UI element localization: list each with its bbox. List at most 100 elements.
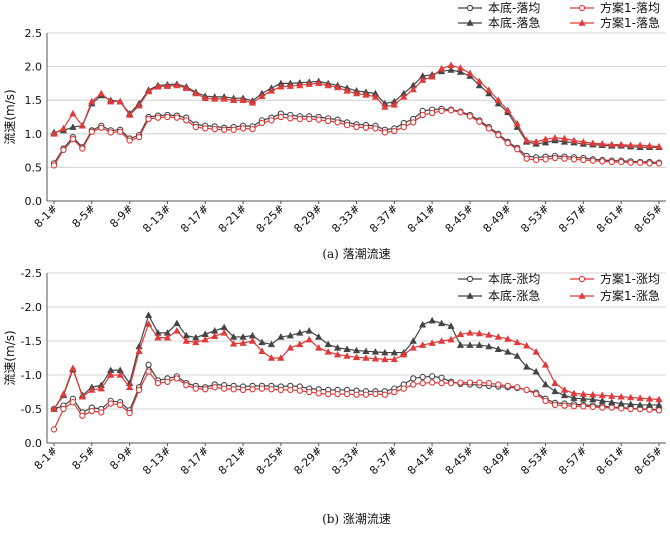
- data-point: [381, 391, 389, 398]
- data-point: [192, 338, 200, 346]
- data-point: [324, 348, 332, 355]
- data-point: [296, 81, 304, 89]
- data-point: [655, 395, 663, 403]
- data-point: [457, 109, 464, 116]
- data-point: [598, 140, 606, 147]
- x-tick-label: 8-61#: [594, 444, 627, 477]
- data-point: [154, 380, 162, 387]
- data-point: [645, 401, 654, 408]
- data-point: [192, 89, 200, 97]
- legend-marker: [466, 275, 474, 283]
- data-point: [306, 388, 313, 396]
- x-tick-label: 8-53#: [518, 444, 551, 477]
- data-point: [315, 344, 323, 351]
- data-point: [618, 405, 625, 412]
- data-point: [117, 128, 124, 135]
- data-point: [457, 379, 464, 386]
- data-point: [456, 341, 465, 348]
- legend-item: 方案1-落均: [570, 0, 660, 15]
- data-point: [551, 379, 559, 386]
- data-point: [532, 156, 540, 164]
- data-point: [475, 81, 484, 89]
- data-point: [532, 367, 540, 375]
- legend-marker: [578, 4, 586, 12]
- legend-marker: [578, 275, 586, 283]
- data-point: [494, 345, 502, 352]
- x-tick-label: 8-49#: [481, 444, 514, 477]
- data-point: [362, 91, 370, 98]
- data-point: [362, 391, 370, 398]
- data-point: [541, 361, 550, 368]
- data-point: [580, 156, 587, 164]
- data-point: [466, 341, 474, 348]
- data-point: [447, 335, 455, 343]
- data-point: [50, 130, 58, 137]
- data-point: [343, 352, 351, 359]
- x-tick-label: 8-33#: [329, 444, 362, 477]
- data-point: [598, 391, 606, 399]
- data-point: [372, 125, 379, 132]
- data-point: [88, 386, 96, 393]
- data-point: [608, 398, 616, 405]
- x-tick-label: 8-57#: [556, 202, 589, 235]
- legend-marker: [466, 4, 474, 12]
- data-point: [145, 368, 152, 375]
- data-point: [267, 354, 276, 361]
- data-point: [560, 138, 569, 145]
- x-tick-label: 8-9#: [107, 444, 135, 472]
- x-tick-label: 8-65#: [632, 444, 665, 477]
- data-point: [646, 160, 653, 167]
- legend-item: 方案1-涨急: [570, 288, 660, 303]
- data-point: [494, 99, 502, 107]
- data-point: [334, 390, 341, 398]
- data-point: [144, 320, 153, 327]
- data-point: [324, 390, 332, 398]
- data-point: [267, 87, 276, 94]
- data-point: [324, 340, 332, 348]
- data-point: [608, 392, 616, 399]
- data-point: [296, 387, 303, 394]
- data-point: [391, 388, 398, 396]
- data-point: [599, 158, 606, 165]
- data-point: [400, 350, 408, 358]
- data-point: [258, 92, 266, 99]
- data-point: [59, 390, 68, 397]
- data-point: [248, 337, 257, 344]
- series-2: [50, 107, 663, 169]
- data-point: [579, 395, 587, 402]
- data-point: [636, 141, 644, 149]
- data-point: [617, 393, 625, 400]
- data-point: [419, 373, 426, 381]
- data-point: [97, 89, 105, 97]
- data-point: [372, 390, 379, 398]
- data-point: [296, 340, 304, 348]
- x-tick-label: 8-21#: [216, 202, 249, 235]
- data-point: [145, 115, 152, 123]
- legend-marker: [578, 19, 586, 26]
- data-point: [410, 381, 417, 388]
- data-point: [466, 69, 474, 77]
- data-point: [145, 361, 152, 368]
- series-2: [50, 368, 663, 433]
- y-axis-title: 流速(m/s): [3, 330, 17, 385]
- y-tick-label: -2.0: [21, 301, 42, 314]
- data-point: [220, 323, 228, 331]
- data-point: [88, 97, 96, 105]
- data-point: [532, 348, 540, 355]
- data-point: [475, 329, 484, 337]
- data-point: [570, 136, 578, 144]
- legend-label: 方案1-落均: [600, 0, 660, 15]
- data-point: [183, 117, 190, 124]
- data-point: [173, 319, 181, 327]
- legend-label: 本底-落均: [488, 0, 540, 15]
- data-point: [381, 348, 389, 356]
- data-point: [391, 127, 398, 135]
- legend-item: 本底-涨急: [458, 288, 540, 303]
- data-point: [504, 140, 511, 147]
- data-point: [163, 333, 172, 341]
- data-point: [277, 113, 285, 121]
- y-tick-label: 1.0: [25, 128, 43, 141]
- data-point: [617, 140, 625, 148]
- data-point: [541, 135, 550, 142]
- data-point: [286, 331, 294, 339]
